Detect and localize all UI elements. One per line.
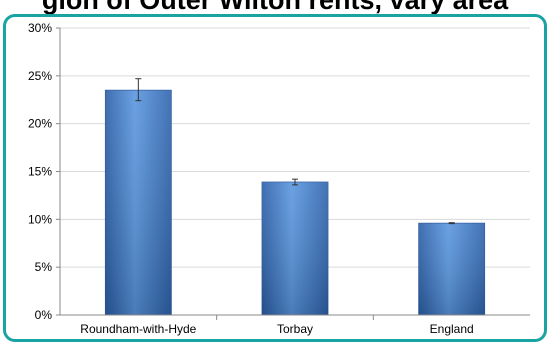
x-tick-label: Torbay: [277, 322, 313, 336]
y-tick-label: 10%: [28, 212, 52, 226]
x-tick-label: England: [430, 322, 474, 336]
y-tick-label: 25%: [28, 69, 52, 83]
x-tick-label: Roundham-with-Hyde: [80, 322, 196, 336]
y-tick-label: 30%: [28, 21, 52, 35]
bar-shade: [418, 223, 485, 315]
y-tick-label: 15%: [28, 165, 52, 179]
bar-shade: [105, 90, 172, 315]
chart-title-fragment: gion of Outer Wilton rents, vary area: [41, 0, 509, 15]
y-tick-label: 0%: [35, 308, 53, 322]
bar-shade: [262, 182, 328, 315]
y-tick-label: 5%: [35, 260, 53, 274]
y-tick-label: 20%: [28, 117, 52, 131]
